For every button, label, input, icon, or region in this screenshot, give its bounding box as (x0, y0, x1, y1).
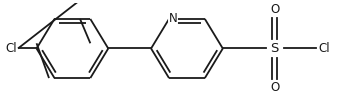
Text: O: O (270, 81, 279, 94)
Text: Cl: Cl (319, 42, 330, 55)
Text: N: N (169, 12, 178, 25)
Text: S: S (270, 42, 279, 55)
Text: Cl: Cl (5, 42, 17, 55)
Text: O: O (270, 3, 279, 16)
